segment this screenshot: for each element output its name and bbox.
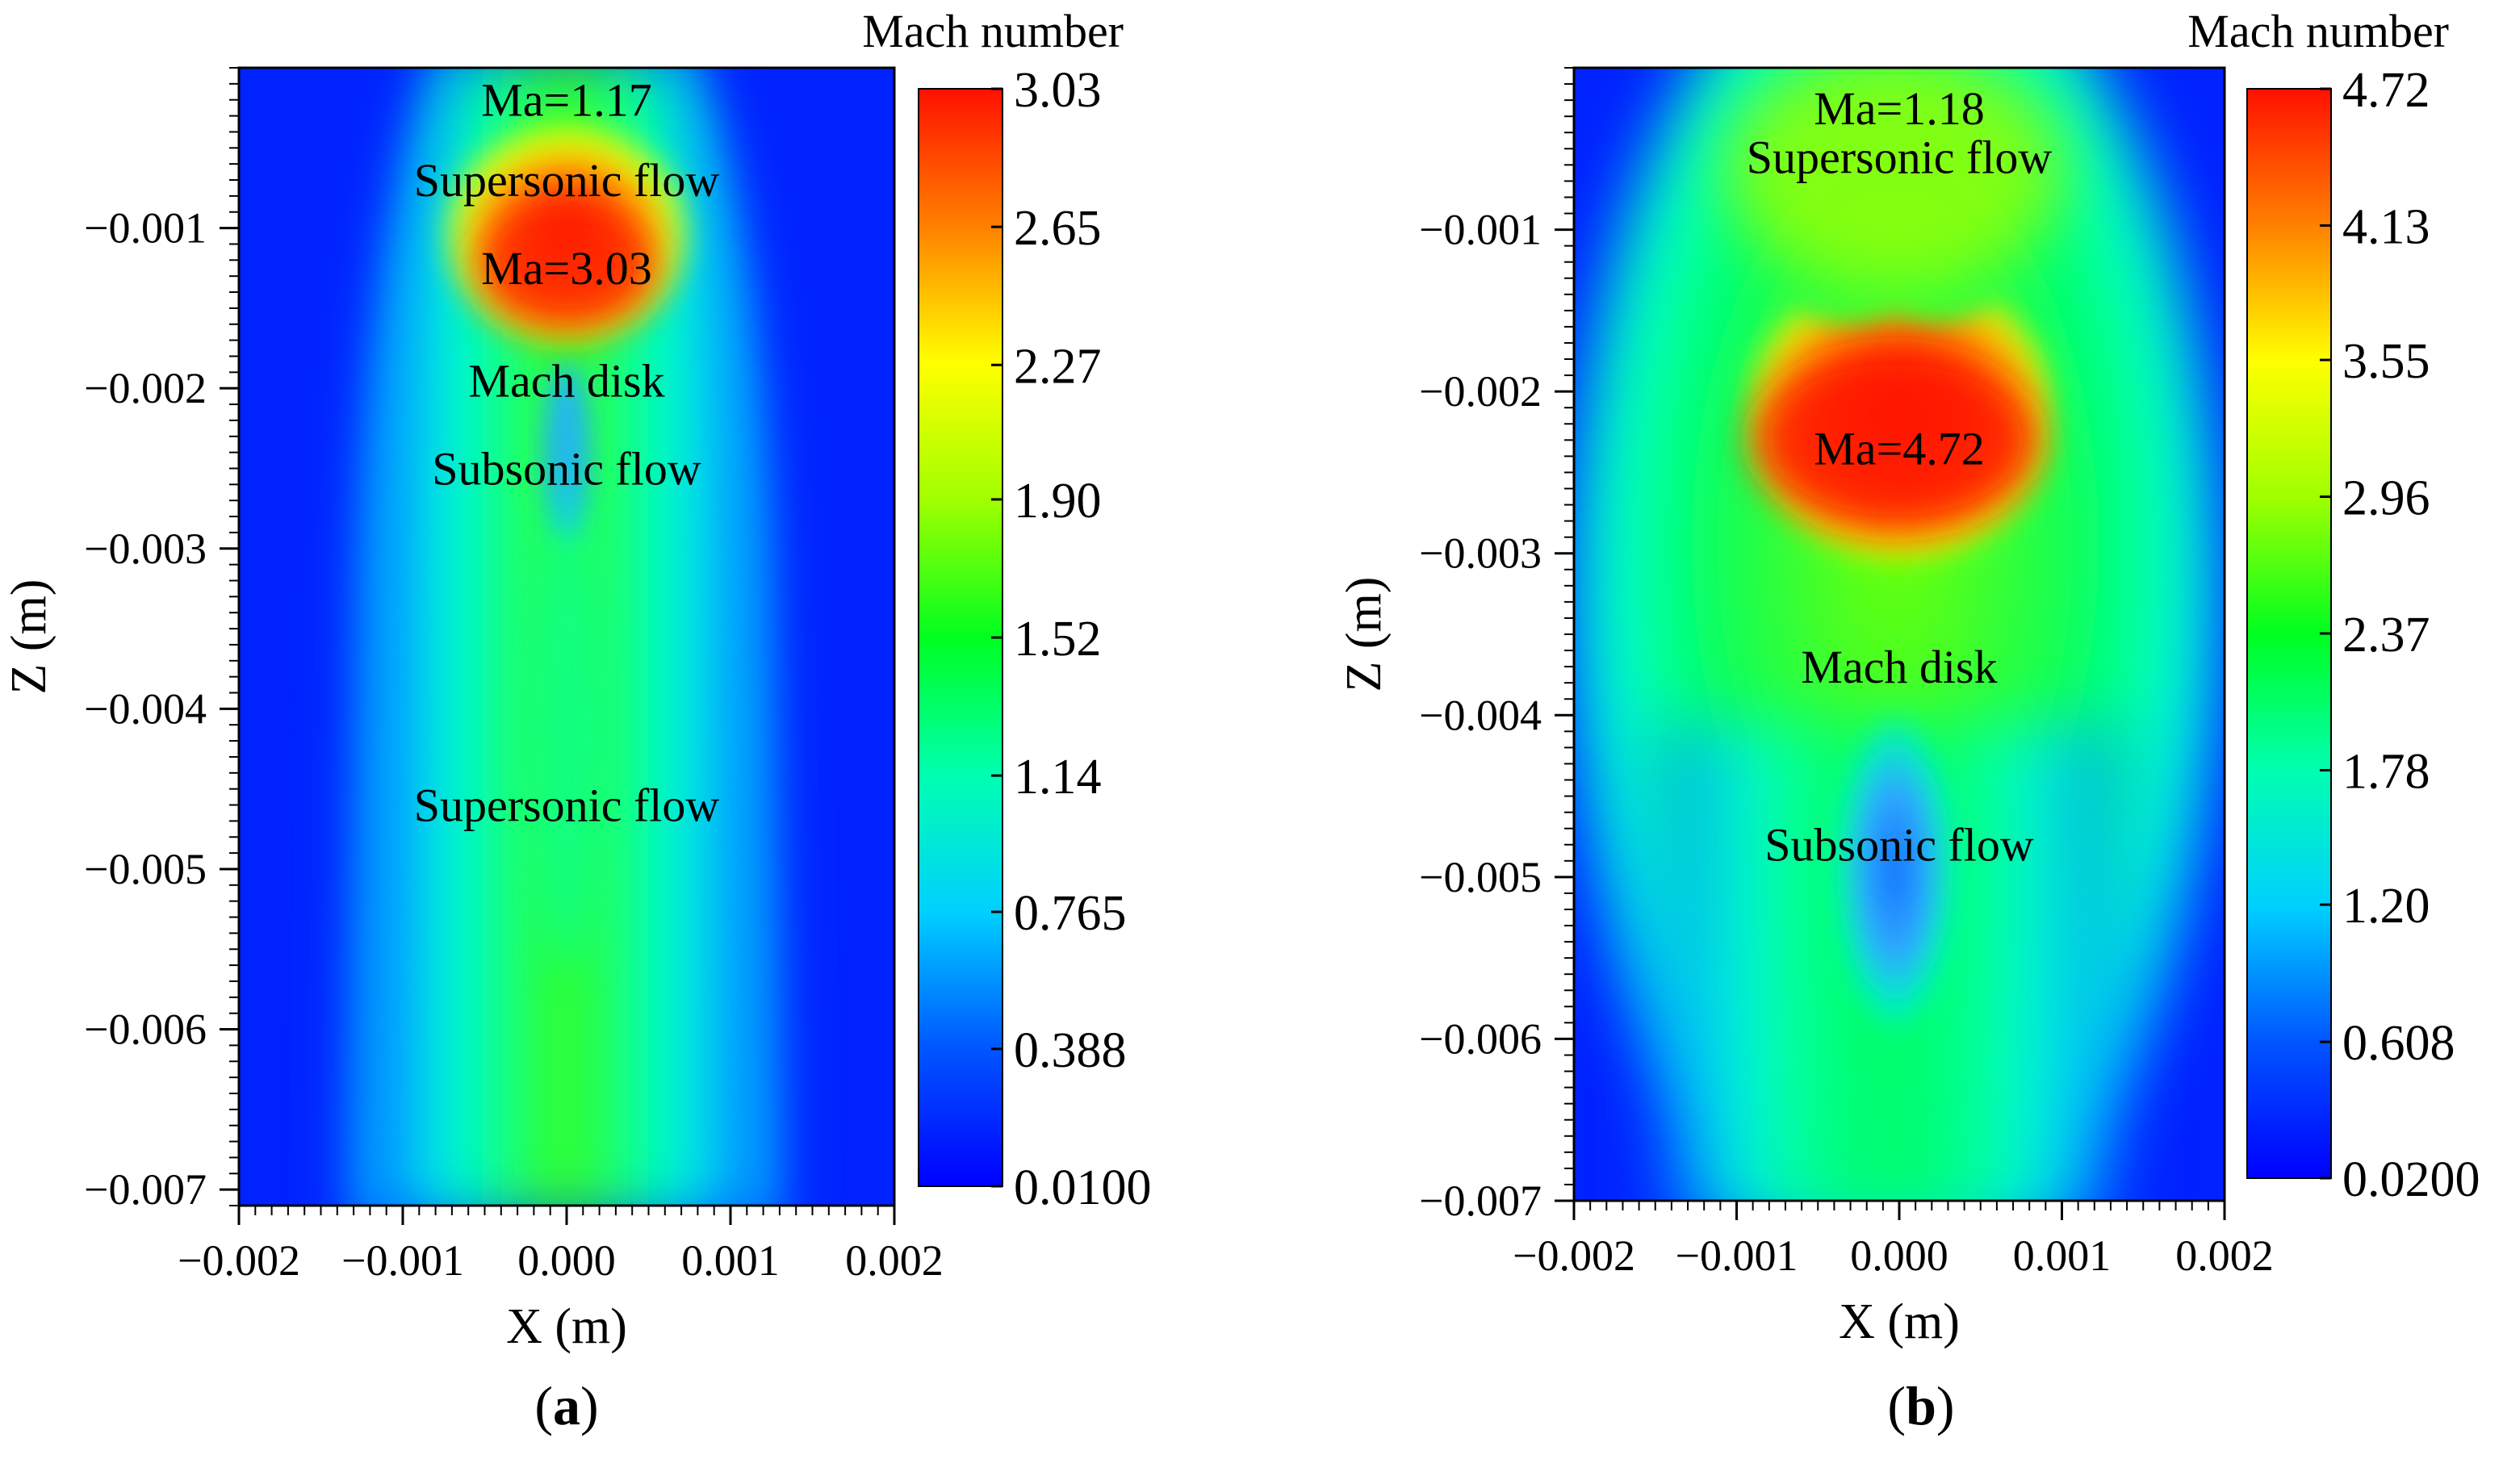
annotation-a: Subsonic flow [432,442,701,495]
annotation-b: Supersonic flow [1747,131,2053,183]
panel-label-a: (a) [534,1375,598,1436]
x-tick-label-a: −0.001 [341,1236,464,1285]
colorbar-label-a: 1.52 [1014,612,1102,667]
x-axis-title-b: X (m) [1839,1294,1960,1349]
colorbar-b-title: Mach number [2187,5,2449,57]
y-tick-label-a: −0.005 [84,845,207,893]
colorbar-b-ticks: 4.72 4.13 3.55 2.96 2.37 1.78 1.20 0.608 0.0200 [2320,63,2480,1207]
axes-b: −0.002 −0.001 0.000 0.001 0.002 −0.001 −0.002 −… [1337,67,2274,1349]
colorbar-label-b: 4.72 [2342,63,2430,118]
y-tick-label-b: −0.004 [1419,691,1542,739]
heatmap-b-subsonic-spot [1831,702,1960,1041]
colorbar-label-a: 1.90 [1014,474,1102,529]
colorbar-label-a: 3.03 [1014,63,1102,118]
y-tick-label-a: −0.006 [84,1005,207,1054]
y-axis-title-b: Z (m) [1337,577,1392,692]
y-tick-label-a: −0.002 [84,364,207,412]
x-tick-label-a: 0.000 [517,1236,616,1285]
annotation-b: Ma=1.18 [1814,82,1985,135]
annotation-a: Ma=3.03 [481,242,652,295]
colorbar-b [2246,88,2332,1179]
x-tick-label-b: 0.000 [1850,1231,1948,1280]
colorbar-label-a: 0.0100 [1014,1160,1152,1215]
panel-b: −0.002 −0.001 0.000 0.001 0.002 −0.001 −0.002 −… [1337,5,2480,1436]
colorbar-label-a: 1.14 [1014,750,1102,805]
x-tick-label-a: −0.002 [178,1236,300,1285]
colorbar-a-ticks: 3.03 2.65 2.27 1.90 1.52 1.14 0.765 0.388 0.0100 [991,63,1152,1215]
x-axis-title-a: X (m) [506,1299,627,1354]
colorbar-label-b: 4.13 [2342,199,2430,254]
y-tick-label-b: −0.006 [1419,1014,1542,1063]
axes-a: −0.002 −0.001 0.000 0.001 0.002 −0.001 −0.002 −… [2,67,944,1354]
heatmap-b-hot-core [1754,351,2036,529]
y-tick-label-b: −0.003 [1419,529,1542,578]
colorbar-label-b: 2.96 [2342,471,2430,526]
annotations-a: Ma=1.17 Supersonic flow Ma=3.03 Mach disk Su… [414,74,720,832]
colorbar-label-b: 0.608 [2342,1016,2455,1071]
x-tick-label-a: 0.002 [845,1236,944,1285]
y-tick-label-a: −0.007 [84,1165,207,1214]
colorbar-label-b: 1.20 [2342,879,2430,934]
colorbar-a [918,88,1003,1187]
y-tick-label-b: −0.002 [1419,367,1542,416]
colorbar-label-a: 0.388 [1014,1023,1127,1078]
annotation-b: Subsonic flow [1764,819,2034,872]
panel-a: −0.002 −0.001 0.000 0.001 0.002 −0.001 −0.002 −… [2,5,1152,1436]
heatmap-b-throat [1726,68,2065,291]
heatmap-a-hot-core [478,202,655,331]
panel-label-b: (b) [1887,1375,1954,1436]
heatmap-a-center-line [530,484,603,968]
colorbar-label-a: 2.65 [1014,201,1102,256]
heatmap-a [239,68,894,1206]
colorbar-label-b: 2.37 [2342,608,2430,663]
y-axis-title-a: Z (m) [2,579,57,695]
heatmap-a-subsonic-streak [542,363,591,541]
x-tick-label-b: 0.001 [2013,1231,2112,1280]
annotation-a: Supersonic flow [414,780,720,832]
heatmap-b [1574,68,2225,1201]
y-tick-label-a: −0.001 [84,204,207,253]
annotation-a: Supersonic flow [414,154,720,207]
colorbar-label-b: 1.78 [2342,744,2430,799]
y-tick-label-b: −0.005 [1419,853,1542,901]
annotation-b: Ma=4.72 [1814,422,1985,474]
annotation-a: Mach disk [468,354,664,407]
annotation-b: Mach disk [1801,641,1997,693]
annotation-a: Ma=1.17 [481,74,652,127]
x-tick-label-b: −0.001 [1676,1231,1798,1280]
colorbar-label-a: 0.765 [1014,886,1127,941]
colorbar-label-a: 2.27 [1014,339,1102,394]
colorbar-label-b: 3.55 [2342,334,2430,389]
x-tick-label-a: 0.001 [681,1236,780,1285]
colorbar-label-b: 0.0200 [2342,1152,2480,1207]
y-tick-label-b: −0.001 [1419,206,1542,254]
y-tick-label-a: −0.004 [84,684,207,733]
x-tick-label-b: −0.002 [1513,1231,1635,1280]
heatmap-a-jet-rim [357,68,773,1206]
y-tick-label-b: −0.007 [1419,1177,1542,1225]
x-tick-label-b: 0.002 [2175,1231,2274,1280]
y-tick-label-a: −0.003 [84,525,207,573]
colorbar-a-title: Mach number [862,5,1124,57]
